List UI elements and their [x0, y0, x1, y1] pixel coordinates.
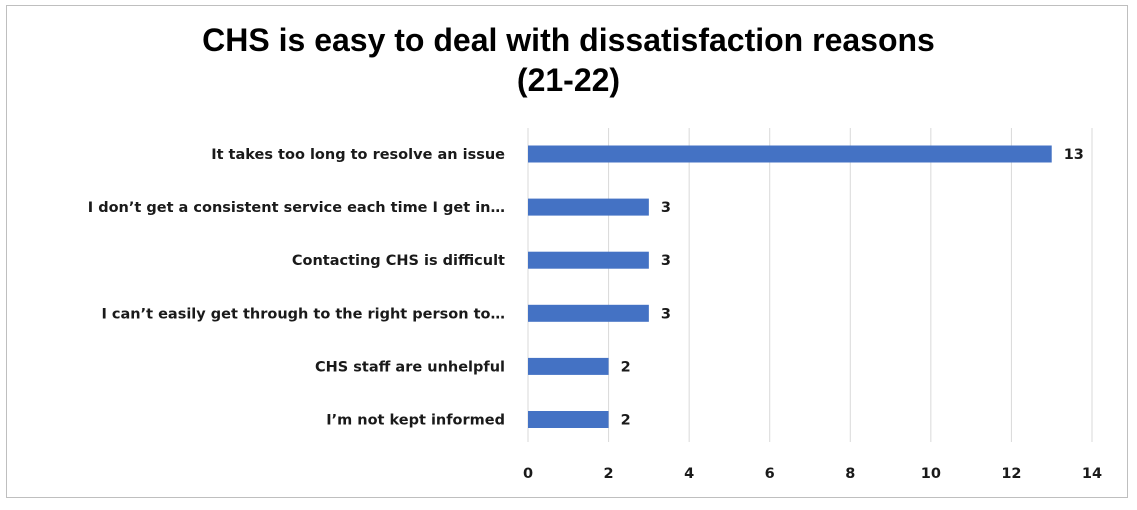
category-label: CHS staff are unhelpful [315, 359, 505, 375]
data-label: 3 [661, 253, 671, 269]
bar [528, 411, 609, 428]
bar [528, 251, 649, 269]
category-label: Contacting CHS is difficult [292, 253, 505, 269]
bar [528, 145, 1052, 163]
data-label: 13 [1064, 147, 1084, 163]
bar [528, 304, 649, 322]
x-tick-label: 10 [921, 466, 941, 482]
x-tick-label: 2 [604, 466, 614, 482]
category-label: I’m not kept informed [326, 413, 505, 429]
chart-title-line-2: (21-22) [516, 62, 621, 98]
data-label: 3 [661, 200, 671, 216]
chart-title-line-1: CHS is easy to deal with dissatisfaction… [202, 22, 935, 58]
category-label: I don’t get a consistent service each ti… [88, 200, 505, 216]
x-tick-label: 4 [684, 466, 694, 482]
x-tick-label: 14 [1082, 466, 1102, 482]
data-label: 2 [621, 413, 631, 429]
category-label: It takes too long to resolve an issue [211, 147, 505, 163]
chart-title: CHS is easy to deal with dissatisfaction… [0, 20, 1137, 100]
x-tick-label: 0 [523, 466, 533, 482]
data-label: 2 [621, 359, 631, 375]
x-tick-label: 8 [845, 466, 855, 482]
x-tick-label: 12 [1001, 466, 1021, 482]
bar [528, 357, 609, 375]
category-label: I can’t easily get through to the right … [101, 306, 505, 322]
bar [528, 198, 649, 216]
data-label: 3 [661, 306, 671, 322]
x-tick-label: 6 [765, 466, 775, 482]
